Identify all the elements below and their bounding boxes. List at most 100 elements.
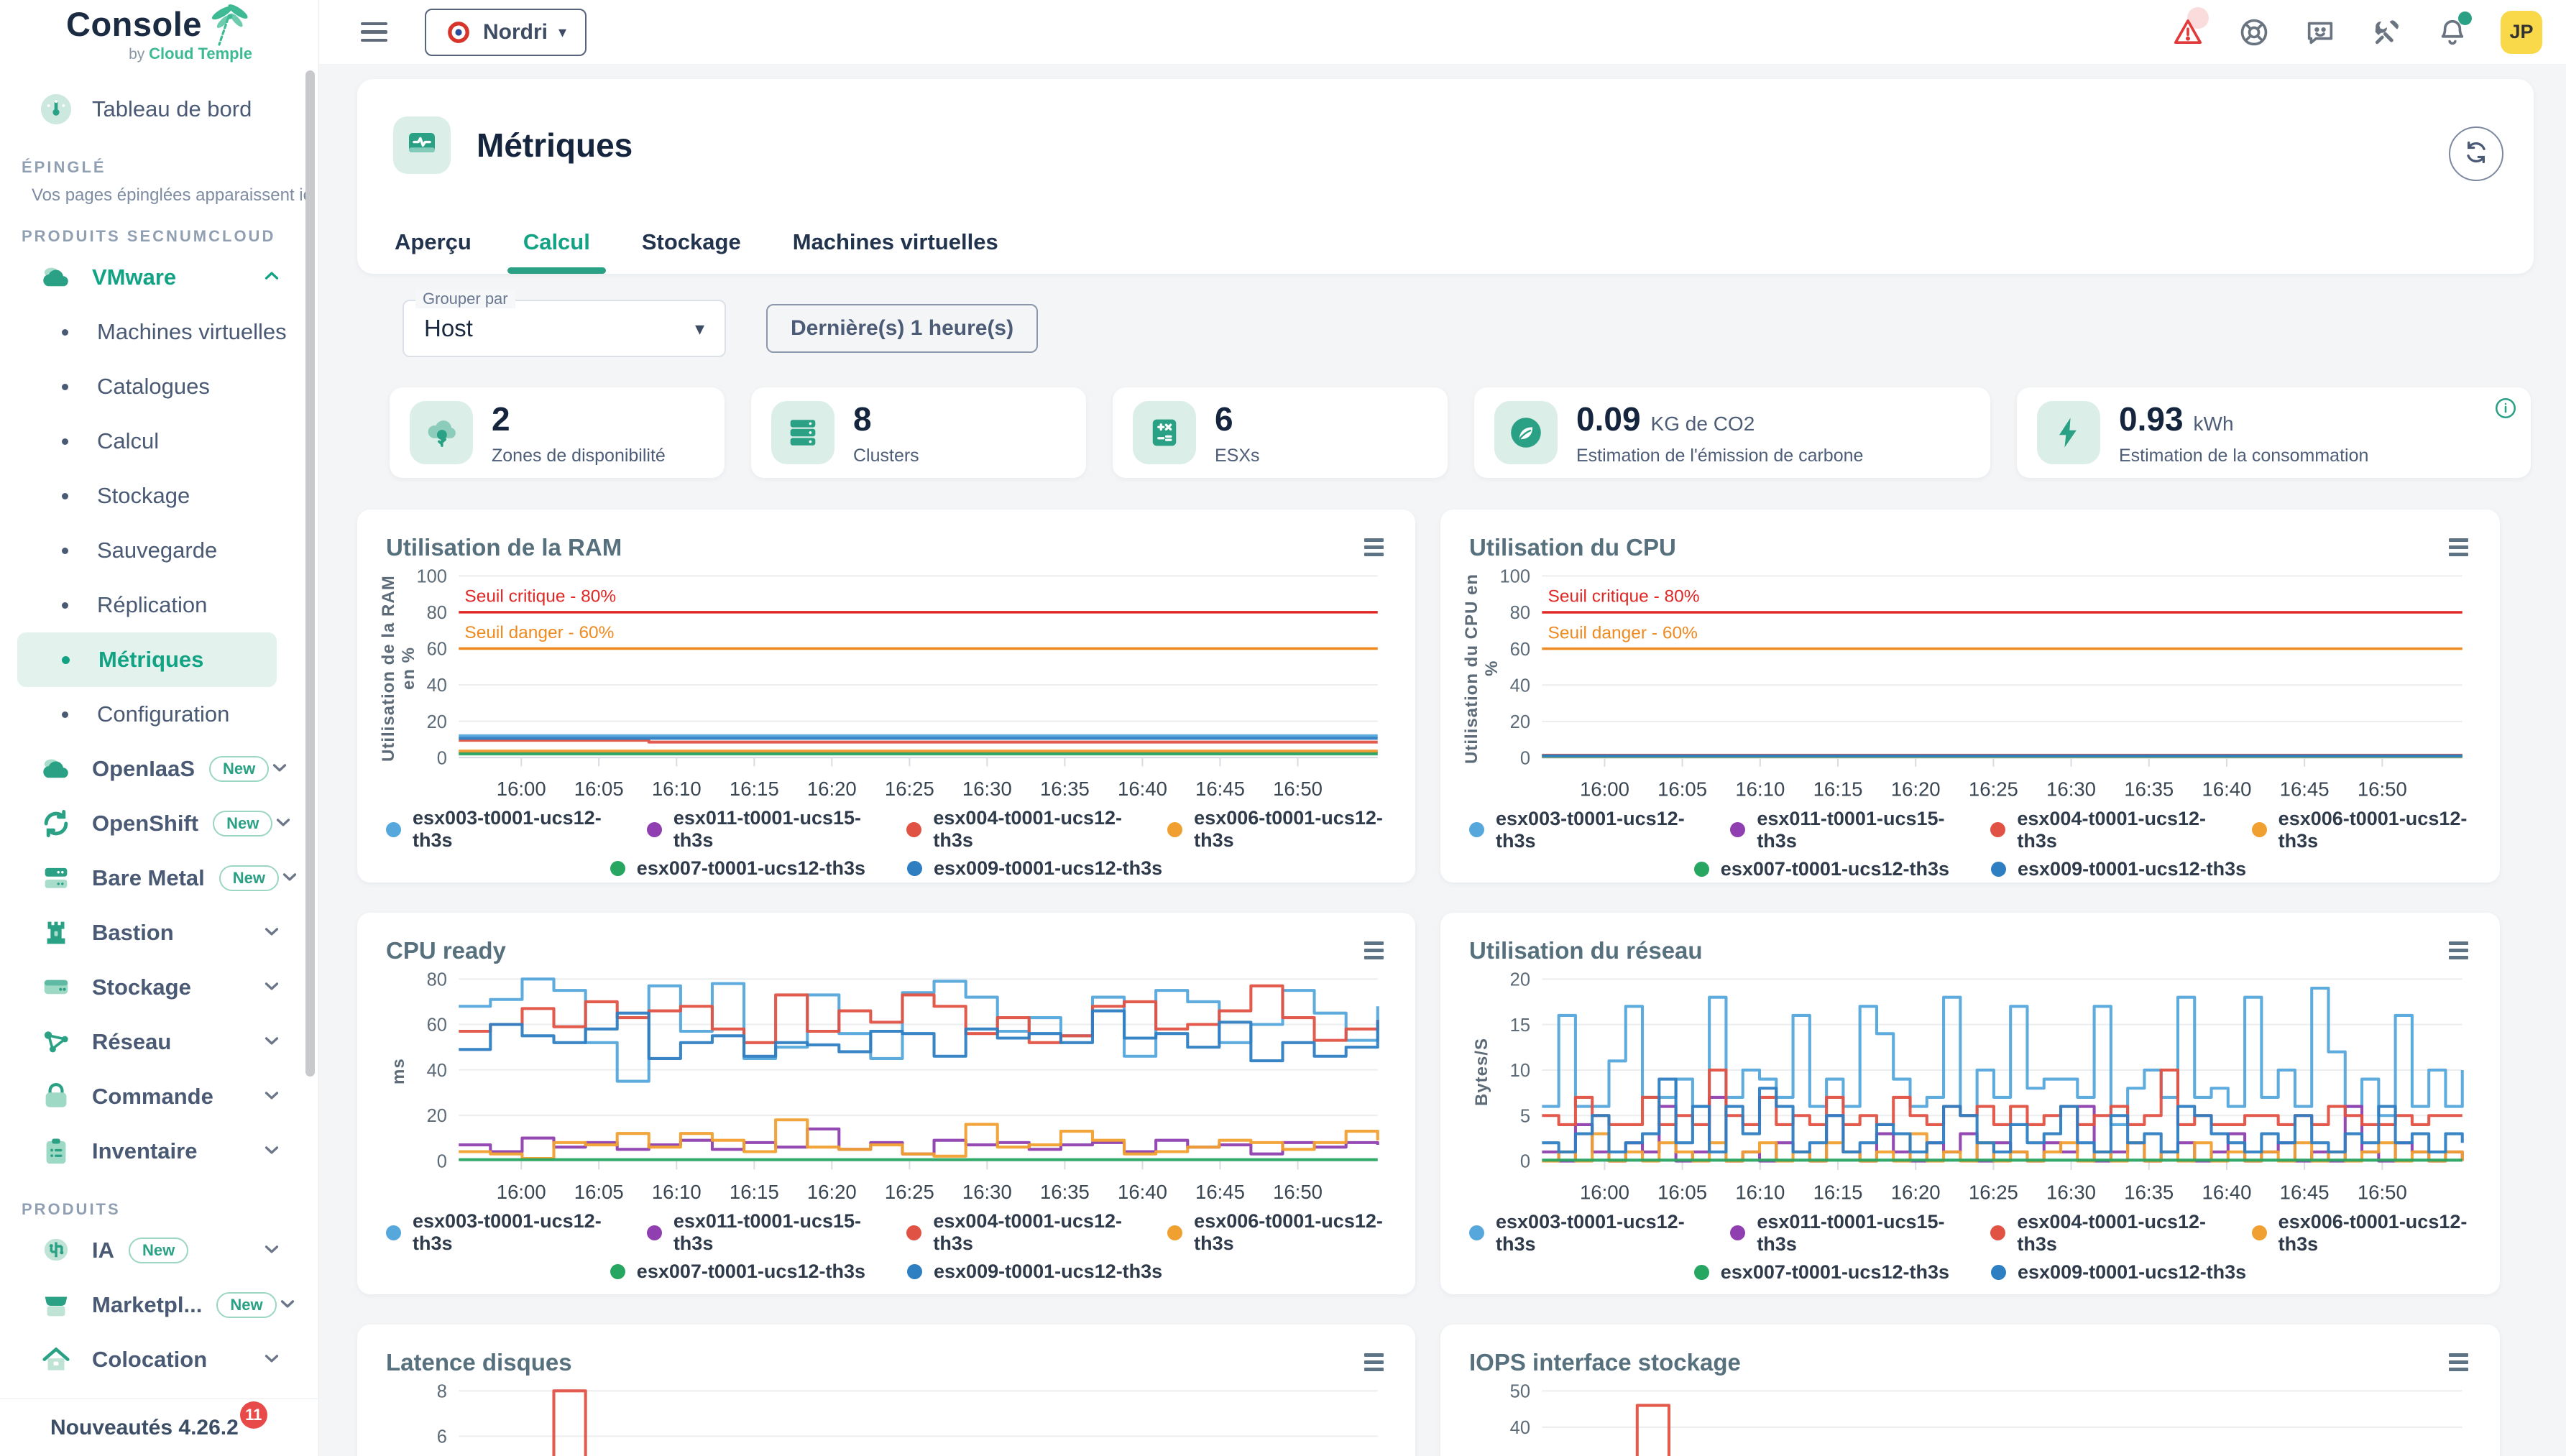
alerts-button[interactable]: [2171, 6, 2209, 49]
svg-text:16:20: 16:20: [807, 778, 857, 800]
legend-item-esx003-t0001-ucs12-th3s[interactable]: esx003-t0001-ucs12-th3s: [386, 807, 605, 852]
legend-item-esx007-t0001-ucs12-th3s[interactable]: esx007-t0001-ucs12-th3s: [1693, 858, 1949, 880]
sidebar-item-colocation[interactable]: Colocation: [0, 1332, 318, 1387]
avatar[interactable]: JP: [2501, 10, 2542, 54]
bell-icon: [2436, 19, 2469, 52]
legend-item-esx009-t0001-ucs12-th3s[interactable]: esx009-t0001-ucs12-th3s: [1991, 858, 2246, 880]
esx-icon: [1133, 401, 1196, 464]
legend-item-esx003-t0001-ucs12-th3s[interactable]: esx003-t0001-ucs12-th3s: [1469, 1211, 1688, 1255]
legend-item-esx011-t0001-ucs15-th3s[interactable]: esx011-t0001-ucs15-th3s: [646, 807, 865, 852]
tab-apercu[interactable]: Aperçu: [395, 229, 472, 254]
sidebar-item-bare-metal[interactable]: Bare Metal New: [0, 851, 318, 906]
legend-item-esx004-t0001-ucs12-th3s[interactable]: esx004-t0001-ucs12-th3s: [1990, 808, 2209, 852]
sidebar-item-replication[interactable]: Réplication: [17, 578, 277, 632]
chevron-down-icon[interactable]: [277, 1293, 298, 1318]
legend-item-esx004-t0001-ucs12-th3s[interactable]: esx004-t0001-ucs12-th3s: [906, 1210, 1126, 1255]
chevron-down-icon[interactable]: [261, 975, 282, 1000]
chart-menu-icon[interactable]: [1364, 538, 1384, 556]
sidebar-item-openshift[interactable]: OpenShift New: [0, 796, 318, 851]
sidebar-item-ia[interactable]: IA New: [0, 1223, 318, 1278]
sidebar-item-tableau-de-bord[interactable]: Tableau de bord: [0, 82, 318, 137]
tab-stockage[interactable]: Stockage: [641, 229, 741, 254]
svg-text:30: 30: [1510, 1455, 1530, 1456]
sidebar-item-calcul[interactable]: Calcul: [17, 414, 277, 469]
legend-item-esx011-t0001-ucs15-th3s[interactable]: esx011-t0001-ucs15-th3s: [646, 1210, 865, 1255]
legend-item-esx007-t0001-ucs12-th3s[interactable]: esx007-t0001-ucs12-th3s: [610, 857, 865, 880]
chart-menu-icon[interactable]: [1364, 941, 1384, 959]
legend-item-esx007-t0001-ucs12-th3s[interactable]: esx007-t0001-ucs12-th3s: [1693, 1261, 1949, 1284]
support-button[interactable]: [2238, 16, 2271, 49]
chevron-down-icon[interactable]: [261, 921, 282, 946]
svg-text:16:45: 16:45: [2280, 1181, 2330, 1204]
chevron-down-icon[interactable]: [261, 1238, 282, 1263]
chevron-down-icon[interactable]: [261, 1084, 282, 1110]
group-by-label: Grouper par: [415, 290, 515, 308]
refresh-button[interactable]: [2449, 126, 2503, 181]
sidebar-item-stockage[interactable]: Stockage: [0, 960, 318, 1015]
chevron-down-icon[interactable]: [279, 866, 300, 891]
sidebar-item-machines-virtuelles[interactable]: Machines virtuelles: [17, 305, 287, 359]
series-color-dot: [907, 1264, 922, 1280]
legend-item-esx009-t0001-ucs12-th3s[interactable]: esx009-t0001-ucs12-th3s: [907, 857, 1162, 880]
legend-item-esx004-t0001-ucs12-th3s[interactable]: esx004-t0001-ucs12-th3s: [906, 807, 1126, 852]
sidebar-item-metriques[interactable]: Métriques: [17, 632, 277, 687]
chart-menu-icon[interactable]: [2449, 1353, 2468, 1371]
sidebar-item-sauvegarde[interactable]: Sauvegarde: [17, 523, 277, 578]
logo[interactable]: Console by Cloud Temple: [0, 0, 319, 65]
legend-item-esx011-t0001-ucs15-th3s[interactable]: esx011-t0001-ucs15-th3s: [1730, 1211, 1949, 1255]
chevron-down-icon[interactable]: [261, 1139, 282, 1164]
tools-icon: [2370, 19, 2403, 52]
legend-item-esx006-t0001-ucs12-th3s[interactable]: esx006-t0001-ucs12-th3s: [1167, 807, 1387, 852]
chevron-down-icon[interactable]: [272, 811, 294, 837]
chart-menu-icon[interactable]: [1364, 1353, 1384, 1371]
feedback-button[interactable]: [2304, 16, 2337, 49]
time-range-button[interactable]: Dernière(s) 1 heure(s): [766, 304, 1039, 353]
sidebar-item-marketpl[interactable]: Marketpl... New: [0, 1278, 318, 1332]
sidebar-item-configuration[interactable]: Configuration: [17, 687, 277, 742]
group-by-select[interactable]: Grouper par Host ▾: [403, 290, 726, 357]
sidebar-scrollbar[interactable]: [305, 70, 315, 1077]
svg-text:16:50: 16:50: [2358, 1181, 2407, 1204]
tab-machines-virtuelles[interactable]: Machines virtuelles: [792, 229, 998, 254]
tab-calcul[interactable]: Calcul: [507, 229, 606, 274]
sidebar-item-stockage[interactable]: Stockage: [17, 469, 277, 523]
menu-toggle-icon[interactable]: [361, 22, 387, 42]
sidebar-item-openiaas[interactable]: OpenIaaS New: [0, 742, 318, 796]
legend-item-esx003-t0001-ucs12-th3s[interactable]: esx003-t0001-ucs12-th3s: [386, 1210, 605, 1255]
chevron-down-icon[interactable]: [261, 1347, 282, 1373]
legend-item-esx009-t0001-ucs12-th3s[interactable]: esx009-t0001-ucs12-th3s: [1991, 1261, 2246, 1284]
legend-item-esx004-t0001-ucs12-th3s[interactable]: esx004-t0001-ucs12-th3s: [1990, 1211, 2209, 1255]
legend-item-esx003-t0001-ucs12-th3s[interactable]: esx003-t0001-ucs12-th3s: [1469, 808, 1688, 852]
series-color-dot: [1693, 861, 1709, 877]
whats-new-link[interactable]: Nouveautés 4.26.2: [50, 1415, 239, 1439]
legend-item-esx006-t0001-ucs12-th3s[interactable]: esx006-t0001-ucs12-th3s: [2251, 1211, 2471, 1255]
stat-card-clusters: 8 Clusters: [751, 387, 1086, 478]
logo-title: Console: [66, 5, 202, 43]
marketpl-icon: [39, 1288, 73, 1322]
sidebar-item-vmware[interactable]: VMware: [0, 250, 318, 305]
legend-item-esx006-t0001-ucs12-th3s[interactable]: esx006-t0001-ucs12-th3s: [2251, 808, 2471, 852]
sidebar-item-catalogues[interactable]: Catalogues: [17, 359, 277, 414]
chevron-down-icon[interactable]: [269, 757, 290, 782]
legend-item-esx011-t0001-ucs15-th3s[interactable]: esx011-t0001-ucs15-th3s: [1730, 808, 1949, 852]
chevron-down-icon[interactable]: [261, 1030, 282, 1055]
notifications-button[interactable]: [2436, 11, 2472, 52]
series-color-dot: [1991, 1264, 2006, 1280]
series-color-dot: [386, 1225, 401, 1240]
info-icon[interactable]: [2493, 396, 2518, 420]
chart-menu-icon[interactable]: [2449, 538, 2468, 556]
sidebar-item-inventaire[interactable]: Inventaire: [0, 1124, 318, 1179]
workspace-selector[interactable]: Nordri ▾: [425, 8, 587, 56]
svg-text:50: 50: [1510, 1382, 1530, 1402]
chevron-up-icon[interactable]: [261, 265, 282, 290]
legend-item-esx009-t0001-ucs12-th3s[interactable]: esx009-t0001-ucs12-th3s: [907, 1261, 1162, 1283]
svg-text:16:00: 16:00: [1580, 778, 1629, 801]
chart-menu-icon[interactable]: [2449, 941, 2468, 959]
sidebar-item-reseau[interactable]: Réseau: [0, 1015, 318, 1069]
sidebar-item-commande[interactable]: Commande: [0, 1069, 318, 1124]
legend-item-esx006-t0001-ucs12-th3s[interactable]: esx006-t0001-ucs12-th3s: [1167, 1210, 1387, 1255]
chart-plot: 0 20 40 60 80 16:00 16:05 16:10 16:15 16:20 16:25 1…: [427, 969, 1379, 1203]
legend-item-esx007-t0001-ucs12-th3s[interactable]: esx007-t0001-ucs12-th3s: [610, 1261, 865, 1283]
tools-button[interactable]: [2370, 16, 2403, 49]
sidebar-item-bastion[interactable]: Bastion: [0, 906, 318, 960]
